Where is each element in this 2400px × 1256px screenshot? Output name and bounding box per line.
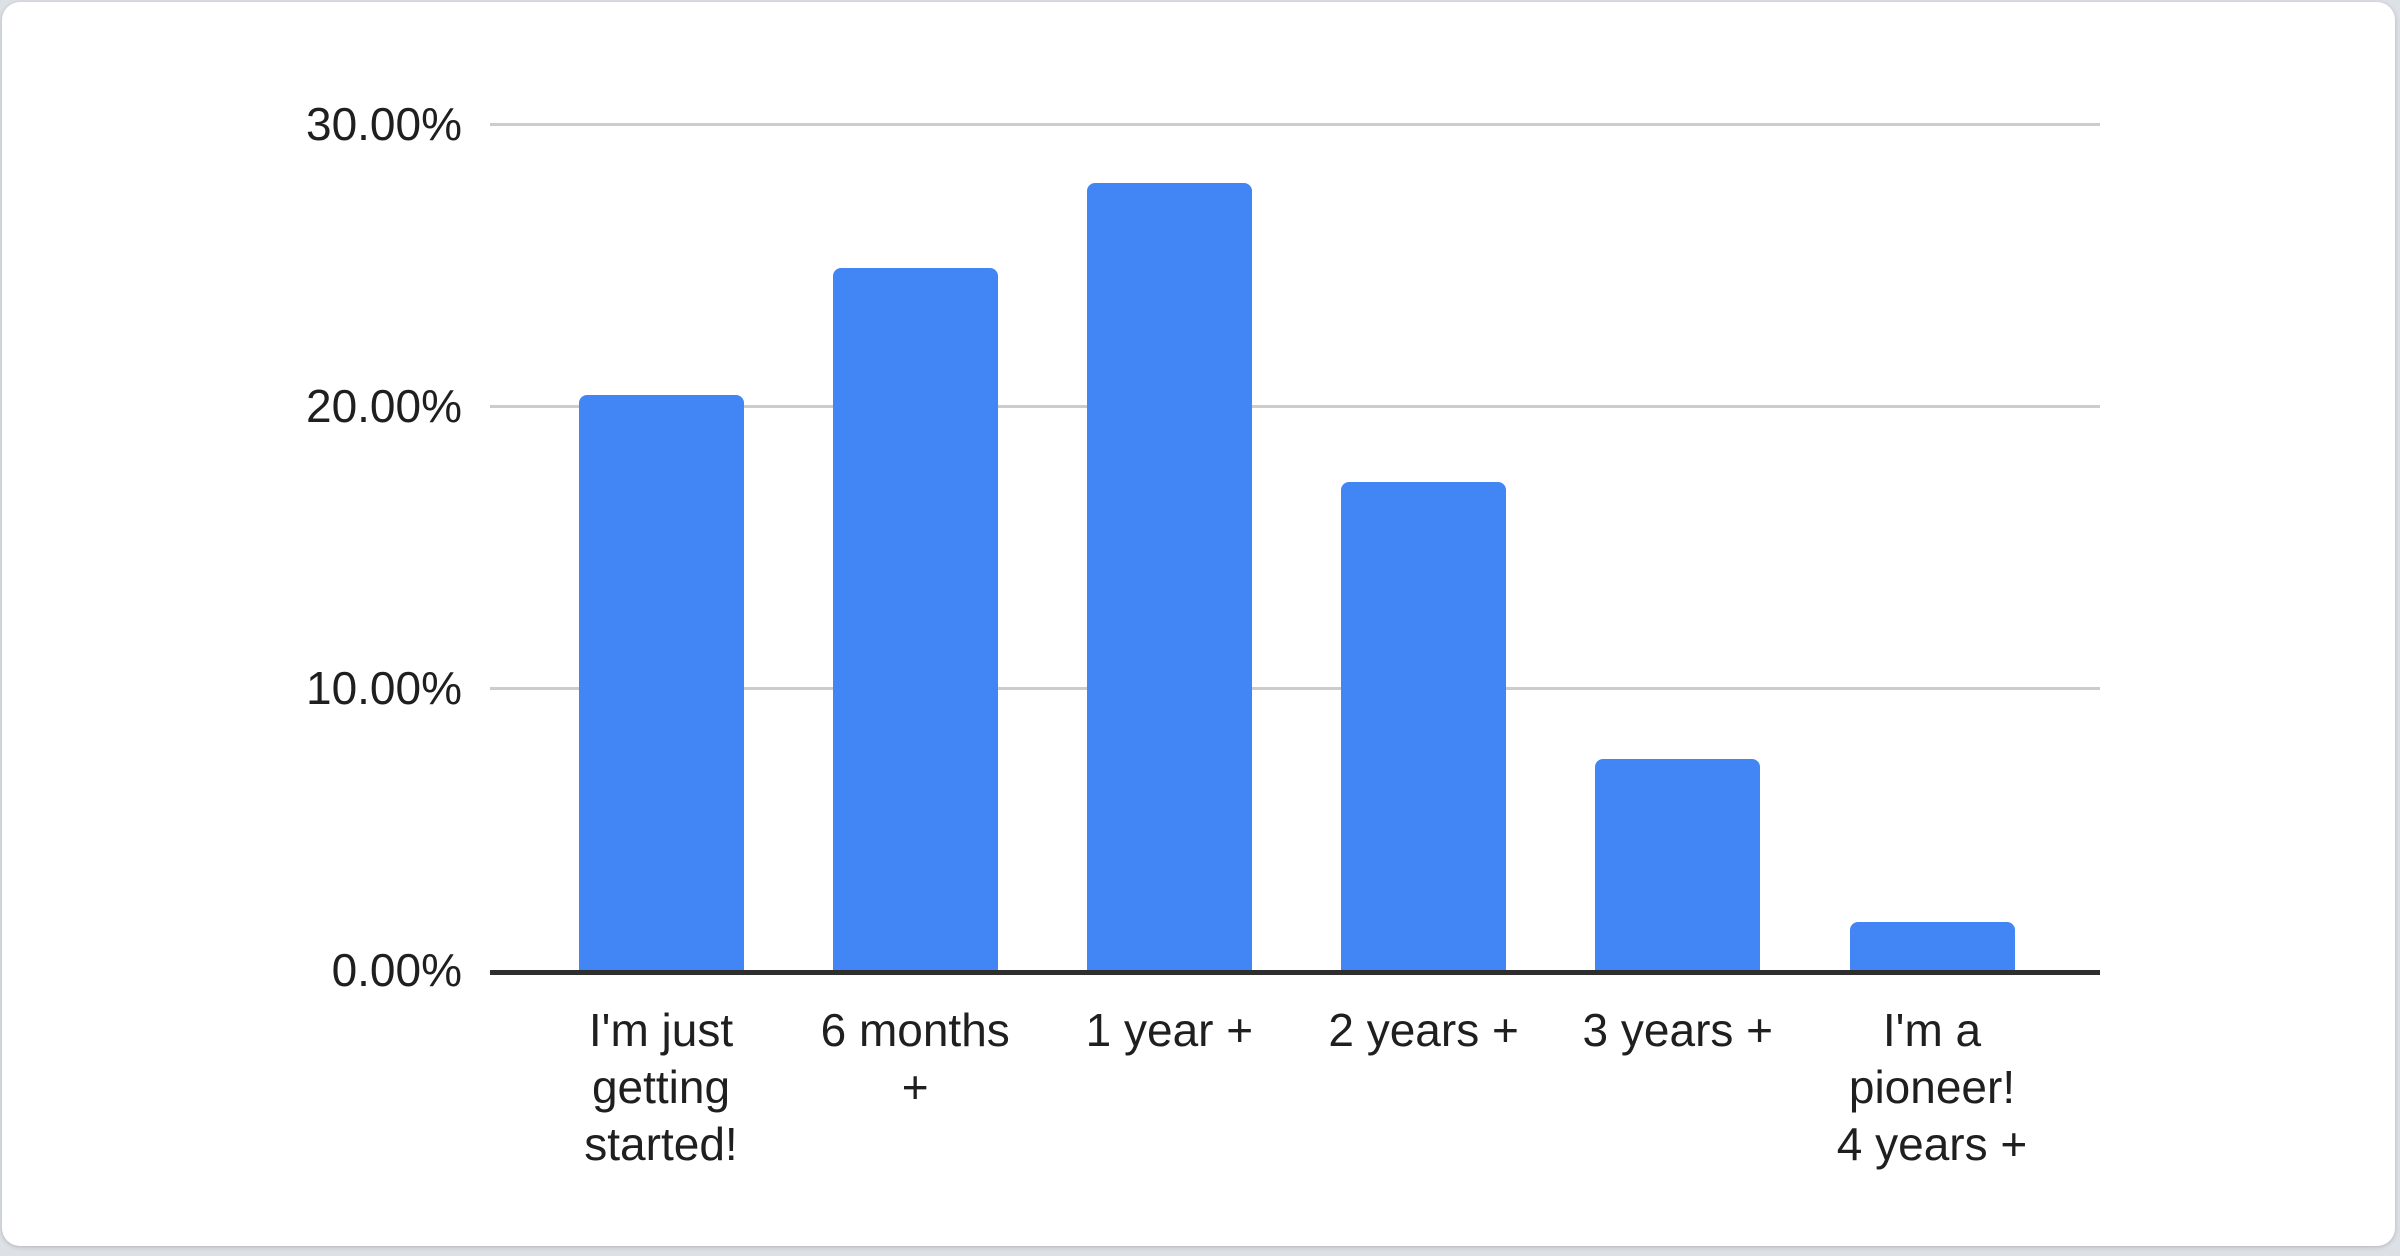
- y-tick-label: 0.00%: [331, 944, 462, 996]
- x-category-label-line: getting: [591, 1061, 731, 1113]
- x-category-label-line: started!: [584, 1118, 738, 1170]
- bar[interactable]: [1849, 922, 2015, 970]
- x-category-label-line: I'm just: [588, 1004, 734, 1056]
- x-category-label-line: +: [901, 1061, 929, 1113]
- bar[interactable]: [832, 267, 998, 970]
- bar[interactable]: [578, 394, 744, 970]
- y-tick-label: 10.00%: [305, 662, 462, 714]
- x-category-label: 2 years +: [1274, 1002, 1574, 1059]
- x-category-label-line: 3 years +: [1582, 1004, 1774, 1056]
- gridline: [490, 687, 2100, 690]
- gridline: [490, 123, 2100, 126]
- x-category-label: I'm a pioneer! 4 years +: [1782, 1002, 2082, 1173]
- bar[interactable]: [1086, 183, 1252, 970]
- x-category-label-line: 1 year +: [1085, 1004, 1254, 1056]
- y-tick-label: 30.00%: [305, 98, 462, 150]
- bar[interactable]: [1595, 758, 1761, 970]
- plot-area: [490, 123, 2100, 975]
- x-category-label-line: pioneer!: [1848, 1061, 2016, 1113]
- x-category-label-line: I'm a: [1882, 1004, 1982, 1056]
- x-category-label-line: 4 years +: [1836, 1118, 2028, 1170]
- x-category-label: 6 months +: [765, 1002, 1065, 1116]
- x-category-label: I'm just getting started!: [511, 1002, 811, 1173]
- bar[interactable]: [1341, 482, 1507, 970]
- y-tick-label: 20.00%: [305, 380, 462, 432]
- gridline: [490, 405, 2100, 408]
- x-category-label: 1 year +: [1019, 1002, 1319, 1059]
- x-category-label-line: 6 months: [820, 1004, 1010, 1056]
- x-category-label: 3 years +: [1528, 1002, 1828, 1059]
- x-category-label-line: 2 years +: [1328, 1004, 1519, 1056]
